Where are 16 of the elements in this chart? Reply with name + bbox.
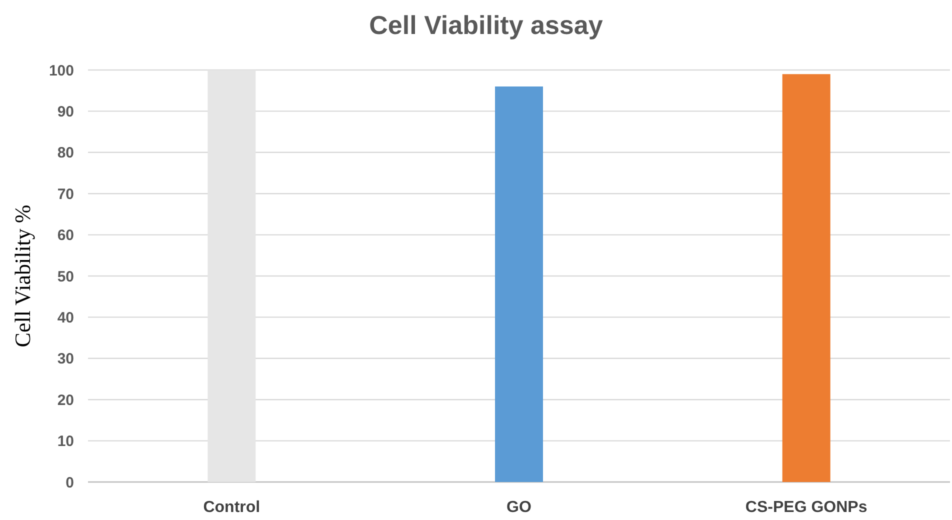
x-tick-label: CS-PEG GONPs bbox=[745, 499, 868, 516]
y-tick-label: 80 bbox=[57, 144, 74, 162]
y-tick-label: 0 bbox=[66, 474, 74, 492]
y-tick-label: 60 bbox=[57, 227, 74, 244]
y-tick-label: 10 bbox=[57, 433, 74, 450]
y-tick-label: 20 bbox=[57, 392, 74, 409]
y-tick-label: 100 bbox=[48, 62, 74, 80]
y-tick-label: 50 bbox=[57, 268, 74, 286]
x-tick-label: GO bbox=[506, 499, 532, 516]
y-tick-label: 40 bbox=[57, 309, 74, 326]
y-tick-label: 90 bbox=[57, 103, 74, 120]
y-tick-label: 30 bbox=[57, 350, 74, 368]
y-tick-label: 70 bbox=[57, 186, 74, 203]
chart-title: Cell Viability assay bbox=[369, 10, 604, 40]
y-axis-title: Cell Viability % bbox=[10, 204, 35, 348]
x-tick-label: Control bbox=[203, 499, 260, 516]
